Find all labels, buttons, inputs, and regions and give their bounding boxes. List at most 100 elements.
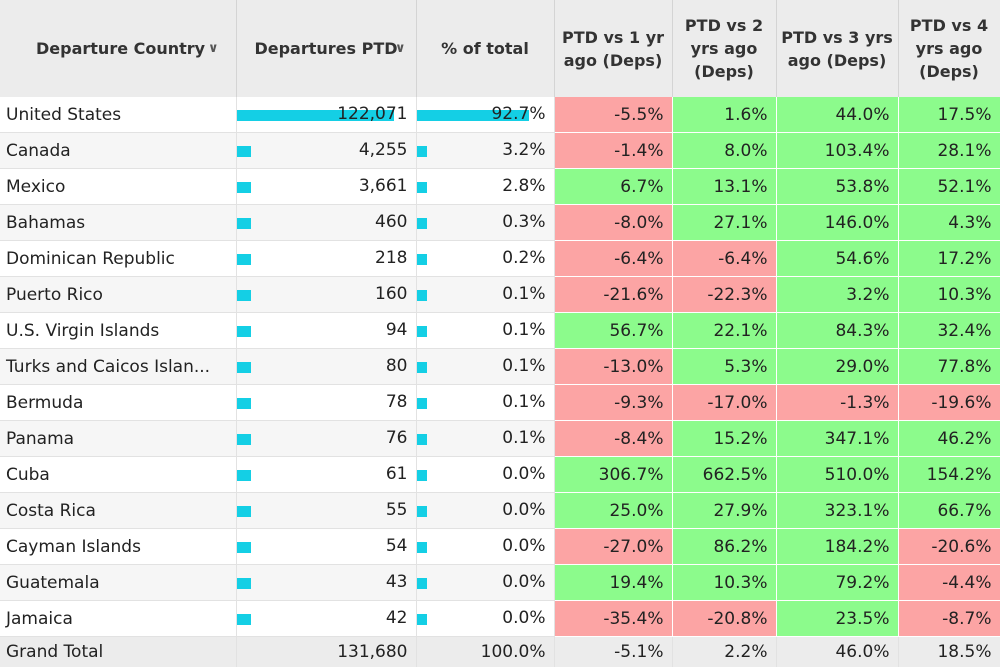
share-cell[interactable]: 0.0% <box>416 457 554 493</box>
vs4-cell[interactable]: 77.8% <box>898 349 1000 385</box>
percent-total-header[interactable]: % of total <box>416 0 554 97</box>
country-cell[interactable]: Cayman Islands <box>0 529 236 565</box>
ptd-vs-3yrs-header[interactable]: PTD vs 3 yrs ago (Deps) <box>776 0 898 97</box>
departures-cell[interactable]: 55 <box>236 493 416 529</box>
vs2-cell[interactable]: 5.3% <box>672 349 776 385</box>
vs1-cell[interactable]: -35.4% <box>554 601 672 637</box>
country-cell[interactable]: Canada <box>0 133 236 169</box>
share-cell[interactable]: 0.3% <box>416 205 554 241</box>
vs4-cell[interactable]: 10.3% <box>898 277 1000 313</box>
departures-cell[interactable]: 80 <box>236 349 416 385</box>
vs4-cell[interactable]: 52.1% <box>898 169 1000 205</box>
share-cell[interactable]: 2.8% <box>416 169 554 205</box>
departures-cell[interactable]: 122,071 <box>236 97 416 133</box>
vs1-cell[interactable]: -8.4% <box>554 421 672 457</box>
departures-ptd-header[interactable]: Departures PTD ∨ <box>236 0 416 97</box>
vs3-cell[interactable]: 29.0% <box>776 349 898 385</box>
share-cell[interactable]: 0.0% <box>416 565 554 601</box>
chevron-down-icon[interactable]: ∨ <box>395 37 406 60</box>
ptd-vs-2yrs-header[interactable]: PTD vs 2 yrs ago (Deps) <box>672 0 776 97</box>
vs2-cell[interactable]: 1.6% <box>672 97 776 133</box>
departure-country-header[interactable]: Departure Country ∨ <box>0 0 236 97</box>
share-cell[interactable]: 0.0% <box>416 493 554 529</box>
vs3-cell[interactable]: 3.2% <box>776 277 898 313</box>
departures-cell[interactable]: 460 <box>236 205 416 241</box>
share-cell[interactable]: 0.1% <box>416 349 554 385</box>
vs4-cell[interactable]: -20.6% <box>898 529 1000 565</box>
vs1-cell[interactable]: -27.0% <box>554 529 672 565</box>
country-cell[interactable]: Dominican Republic <box>0 241 236 277</box>
country-cell[interactable]: Panama <box>0 421 236 457</box>
departures-cell[interactable]: 43 <box>236 565 416 601</box>
vs2-cell[interactable]: -22.3% <box>672 277 776 313</box>
share-cell[interactable]: 0.0% <box>416 601 554 637</box>
vs2-cell[interactable]: -17.0% <box>672 385 776 421</box>
vs4-cell[interactable]: 17.5% <box>898 97 1000 133</box>
vs2-cell[interactable]: 8.0% <box>672 133 776 169</box>
vs1-cell[interactable]: -5.5% <box>554 97 672 133</box>
country-cell[interactable]: Bahamas <box>0 205 236 241</box>
departures-cell[interactable]: 76 <box>236 421 416 457</box>
ptd-vs-1yr-header[interactable]: PTD vs 1 yr ago (Deps) <box>554 0 672 97</box>
vs3-cell[interactable]: 53.8% <box>776 169 898 205</box>
departures-cell[interactable]: 78 <box>236 385 416 421</box>
vs4-cell[interactable]: -19.6% <box>898 385 1000 421</box>
vs1-cell[interactable]: -6.4% <box>554 241 672 277</box>
country-cell[interactable]: Costa Rica <box>0 493 236 529</box>
vs2-cell[interactable]: 10.3% <box>672 565 776 601</box>
share-cell[interactable]: 3.2% <box>416 133 554 169</box>
share-cell[interactable]: 0.1% <box>416 277 554 313</box>
vs4-cell[interactable]: 66.7% <box>898 493 1000 529</box>
share-cell[interactable]: 0.1% <box>416 385 554 421</box>
vs1-cell[interactable]: -21.6% <box>554 277 672 313</box>
country-cell[interactable]: Puerto Rico <box>0 277 236 313</box>
departures-cell[interactable]: 218 <box>236 241 416 277</box>
vs2-cell[interactable]: 27.1% <box>672 205 776 241</box>
vs2-cell[interactable]: 27.9% <box>672 493 776 529</box>
vs2-cell[interactable]: 13.1% <box>672 169 776 205</box>
vs2-cell[interactable]: 15.2% <box>672 421 776 457</box>
share-cell[interactable]: 0.2% <box>416 241 554 277</box>
vs3-cell[interactable]: 510.0% <box>776 457 898 493</box>
ptd-vs-4yrs-header[interactable]: PTD vs 4 yrs ago (Deps) <box>898 0 1000 97</box>
country-cell[interactable]: Bermuda <box>0 385 236 421</box>
country-cell[interactable]: Jamaica <box>0 601 236 637</box>
vs1-cell[interactable]: 56.7% <box>554 313 672 349</box>
vs3-cell[interactable]: 44.0% <box>776 97 898 133</box>
vs1-cell[interactable]: -8.0% <box>554 205 672 241</box>
vs4-cell[interactable]: 28.1% <box>898 133 1000 169</box>
share-cell[interactable]: 0.1% <box>416 421 554 457</box>
vs3-cell[interactable]: 84.3% <box>776 313 898 349</box>
vs3-cell[interactable]: 54.6% <box>776 241 898 277</box>
country-cell[interactable]: United States <box>0 97 236 133</box>
departures-cell[interactable]: 42 <box>236 601 416 637</box>
vs4-cell[interactable]: -8.7% <box>898 601 1000 637</box>
vs1-cell[interactable]: -1.4% <box>554 133 672 169</box>
vs1-cell[interactable]: 25.0% <box>554 493 672 529</box>
share-cell[interactable]: 0.1% <box>416 313 554 349</box>
vs3-cell[interactable]: 103.4% <box>776 133 898 169</box>
country-cell[interactable]: Guatemala <box>0 565 236 601</box>
vs3-cell[interactable]: 23.5% <box>776 601 898 637</box>
chevron-down-icon[interactable]: ∨ <box>208 37 219 60</box>
vs3-cell[interactable]: -1.3% <box>776 385 898 421</box>
vs4-cell[interactable]: 46.2% <box>898 421 1000 457</box>
vs4-cell[interactable]: 17.2% <box>898 241 1000 277</box>
departures-cell[interactable]: 160 <box>236 277 416 313</box>
vs2-cell[interactable]: -6.4% <box>672 241 776 277</box>
departures-cell[interactable]: 4,255 <box>236 133 416 169</box>
vs3-cell[interactable]: 79.2% <box>776 565 898 601</box>
